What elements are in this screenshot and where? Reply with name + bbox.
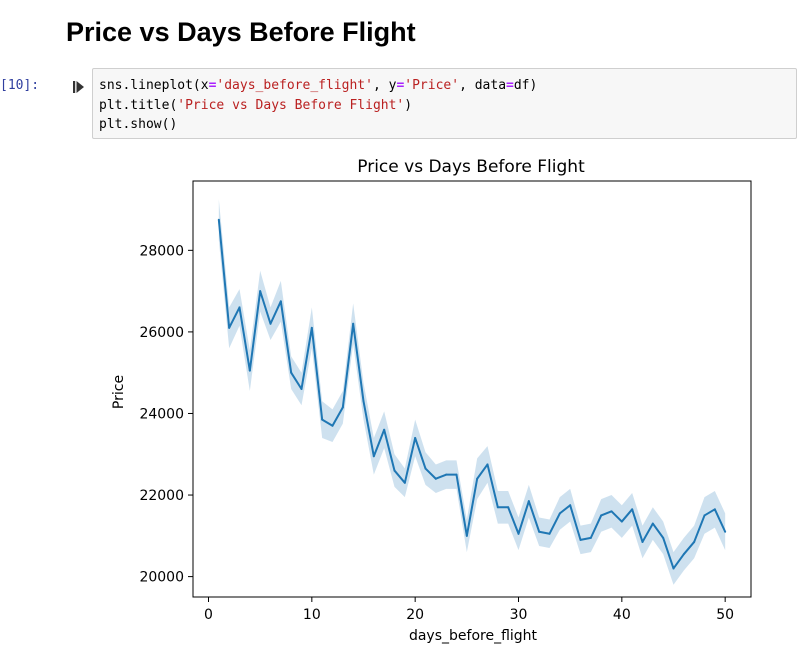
data-point [486, 463, 489, 466]
data-point [310, 326, 313, 329]
y-tick-label: 28000 [139, 243, 184, 259]
data-point [238, 306, 241, 309]
code-token: plt.show() [99, 117, 178, 132]
data-point [403, 481, 406, 484]
code-token: df) [513, 78, 538, 93]
confidence-band [218, 199, 726, 585]
data-point [290, 371, 293, 374]
data-point [362, 400, 365, 403]
x-tick-label: 30 [510, 607, 528, 623]
data-point [279, 300, 282, 303]
data-point [352, 322, 355, 325]
data-point [620, 520, 623, 523]
data-point [434, 477, 437, 480]
data-point [476, 477, 479, 480]
data-point [269, 322, 272, 325]
code-operator-token: = [208, 78, 217, 93]
data-point [331, 424, 334, 427]
data-point [393, 469, 396, 472]
data-point [703, 514, 706, 517]
data-point [641, 540, 644, 543]
data-point [507, 506, 510, 509]
code-token: plt.title( [99, 97, 178, 113]
line-chart: Price vs Days Before Flight 20000 22000 24… [111, 157, 752, 644]
code-editor[interactable]: sns.lineplot(x='days_before_flight', y='… [99, 76, 537, 135]
cell-output: Price vs Days Before Flight 20000 22000 24… [100, 148, 798, 655]
data-point [321, 418, 324, 421]
data-point [662, 536, 665, 539]
data-point [610, 510, 613, 513]
code-operator-token: = [396, 78, 405, 93]
data-point [693, 540, 696, 543]
data-point [527, 500, 530, 503]
code-token: , data [459, 78, 507, 93]
data-point [445, 473, 448, 476]
data-point [558, 512, 561, 515]
data-point [496, 506, 499, 509]
data-point [300, 388, 303, 390]
data-point [651, 522, 654, 525]
y-tick-label: 26000 [139, 325, 184, 341]
code-token: ) [404, 97, 413, 113]
data-point [579, 538, 582, 541]
data-point [631, 508, 634, 511]
data-point [465, 534, 468, 537]
data-point [724, 530, 727, 533]
data-point [569, 504, 572, 507]
code-string-token: 'Price vs Days Before Flight' [177, 97, 405, 113]
data-point [259, 290, 262, 293]
page-heading: Price vs Days Before Flight [66, 17, 416, 47]
code-line: plt.show() [99, 115, 537, 135]
x-tick-label: 20 [406, 607, 424, 623]
code-string-token: 'Price' [404, 78, 460, 93]
x-tick-label: 40 [613, 607, 631, 623]
code-line: sns.lineplot(x='days_before_flight', y='… [99, 76, 537, 96]
data-point [228, 326, 231, 329]
data-point [248, 369, 251, 372]
x-tick-label: 50 [716, 607, 734, 623]
y-tick-label: 22000 [139, 488, 184, 504]
code-string-token: 'days_before_flight' [216, 78, 373, 93]
plot-frame [192, 180, 752, 598]
data-point [455, 473, 458, 476]
data-point [538, 530, 541, 533]
cell-prompt: [10]: [0, 78, 40, 93]
data-point [600, 514, 603, 517]
x-tick-label: 0 [204, 607, 213, 623]
data-point [341, 406, 344, 409]
y-tick-label: 20000 [139, 570, 184, 586]
data-point [682, 553, 685, 556]
x-axis-label: days_before_flight [409, 628, 538, 644]
data-point [217, 218, 220, 221]
data-point [589, 536, 592, 539]
series-line [217, 219, 727, 570]
data-point [517, 532, 520, 535]
y-axis-label: Price [111, 375, 127, 409]
data-point [424, 467, 427, 470]
data-point [383, 428, 386, 431]
run-cell-icon[interactable] [73, 79, 85, 93]
code-operator-token: = [506, 78, 514, 93]
x-tick-label: 10 [303, 607, 321, 623]
code-token: sns.lineplot(x [99, 78, 209, 93]
data-point [372, 455, 375, 458]
chart-title: Price vs Days Before Flight [357, 157, 585, 177]
data-point [672, 567, 675, 570]
code-cell-input[interactable]: sns.lineplot(x='days_before_flight', y='… [92, 68, 797, 139]
y-tick-label: 24000 [139, 406, 184, 422]
code-line: plt.title('Price vs Days Before Flight') [99, 96, 537, 116]
data-point [713, 508, 716, 511]
data-point [548, 532, 551, 535]
data-point [414, 436, 417, 439]
code-token: , y [372, 78, 397, 93]
